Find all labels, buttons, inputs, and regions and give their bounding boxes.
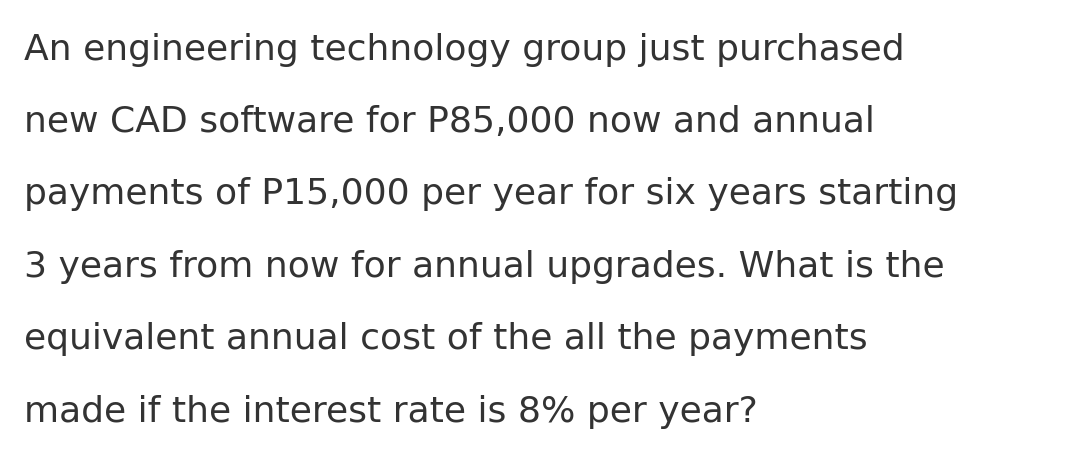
- Text: new CAD software for P85,000 now and annual: new CAD software for P85,000 now and ann…: [24, 105, 875, 139]
- Text: equivalent annual cost of the all the payments: equivalent annual cost of the all the pa…: [24, 322, 867, 356]
- Text: payments of P15,000 per year for six years starting: payments of P15,000 per year for six yea…: [24, 177, 958, 212]
- Text: 3 years from now for annual upgrades. What is the: 3 years from now for annual upgrades. Wh…: [24, 250, 944, 284]
- Text: made if the interest rate is 8% per year?: made if the interest rate is 8% per year…: [24, 395, 757, 429]
- Text: An engineering technology group just purchased: An engineering technology group just pur…: [24, 33, 904, 67]
